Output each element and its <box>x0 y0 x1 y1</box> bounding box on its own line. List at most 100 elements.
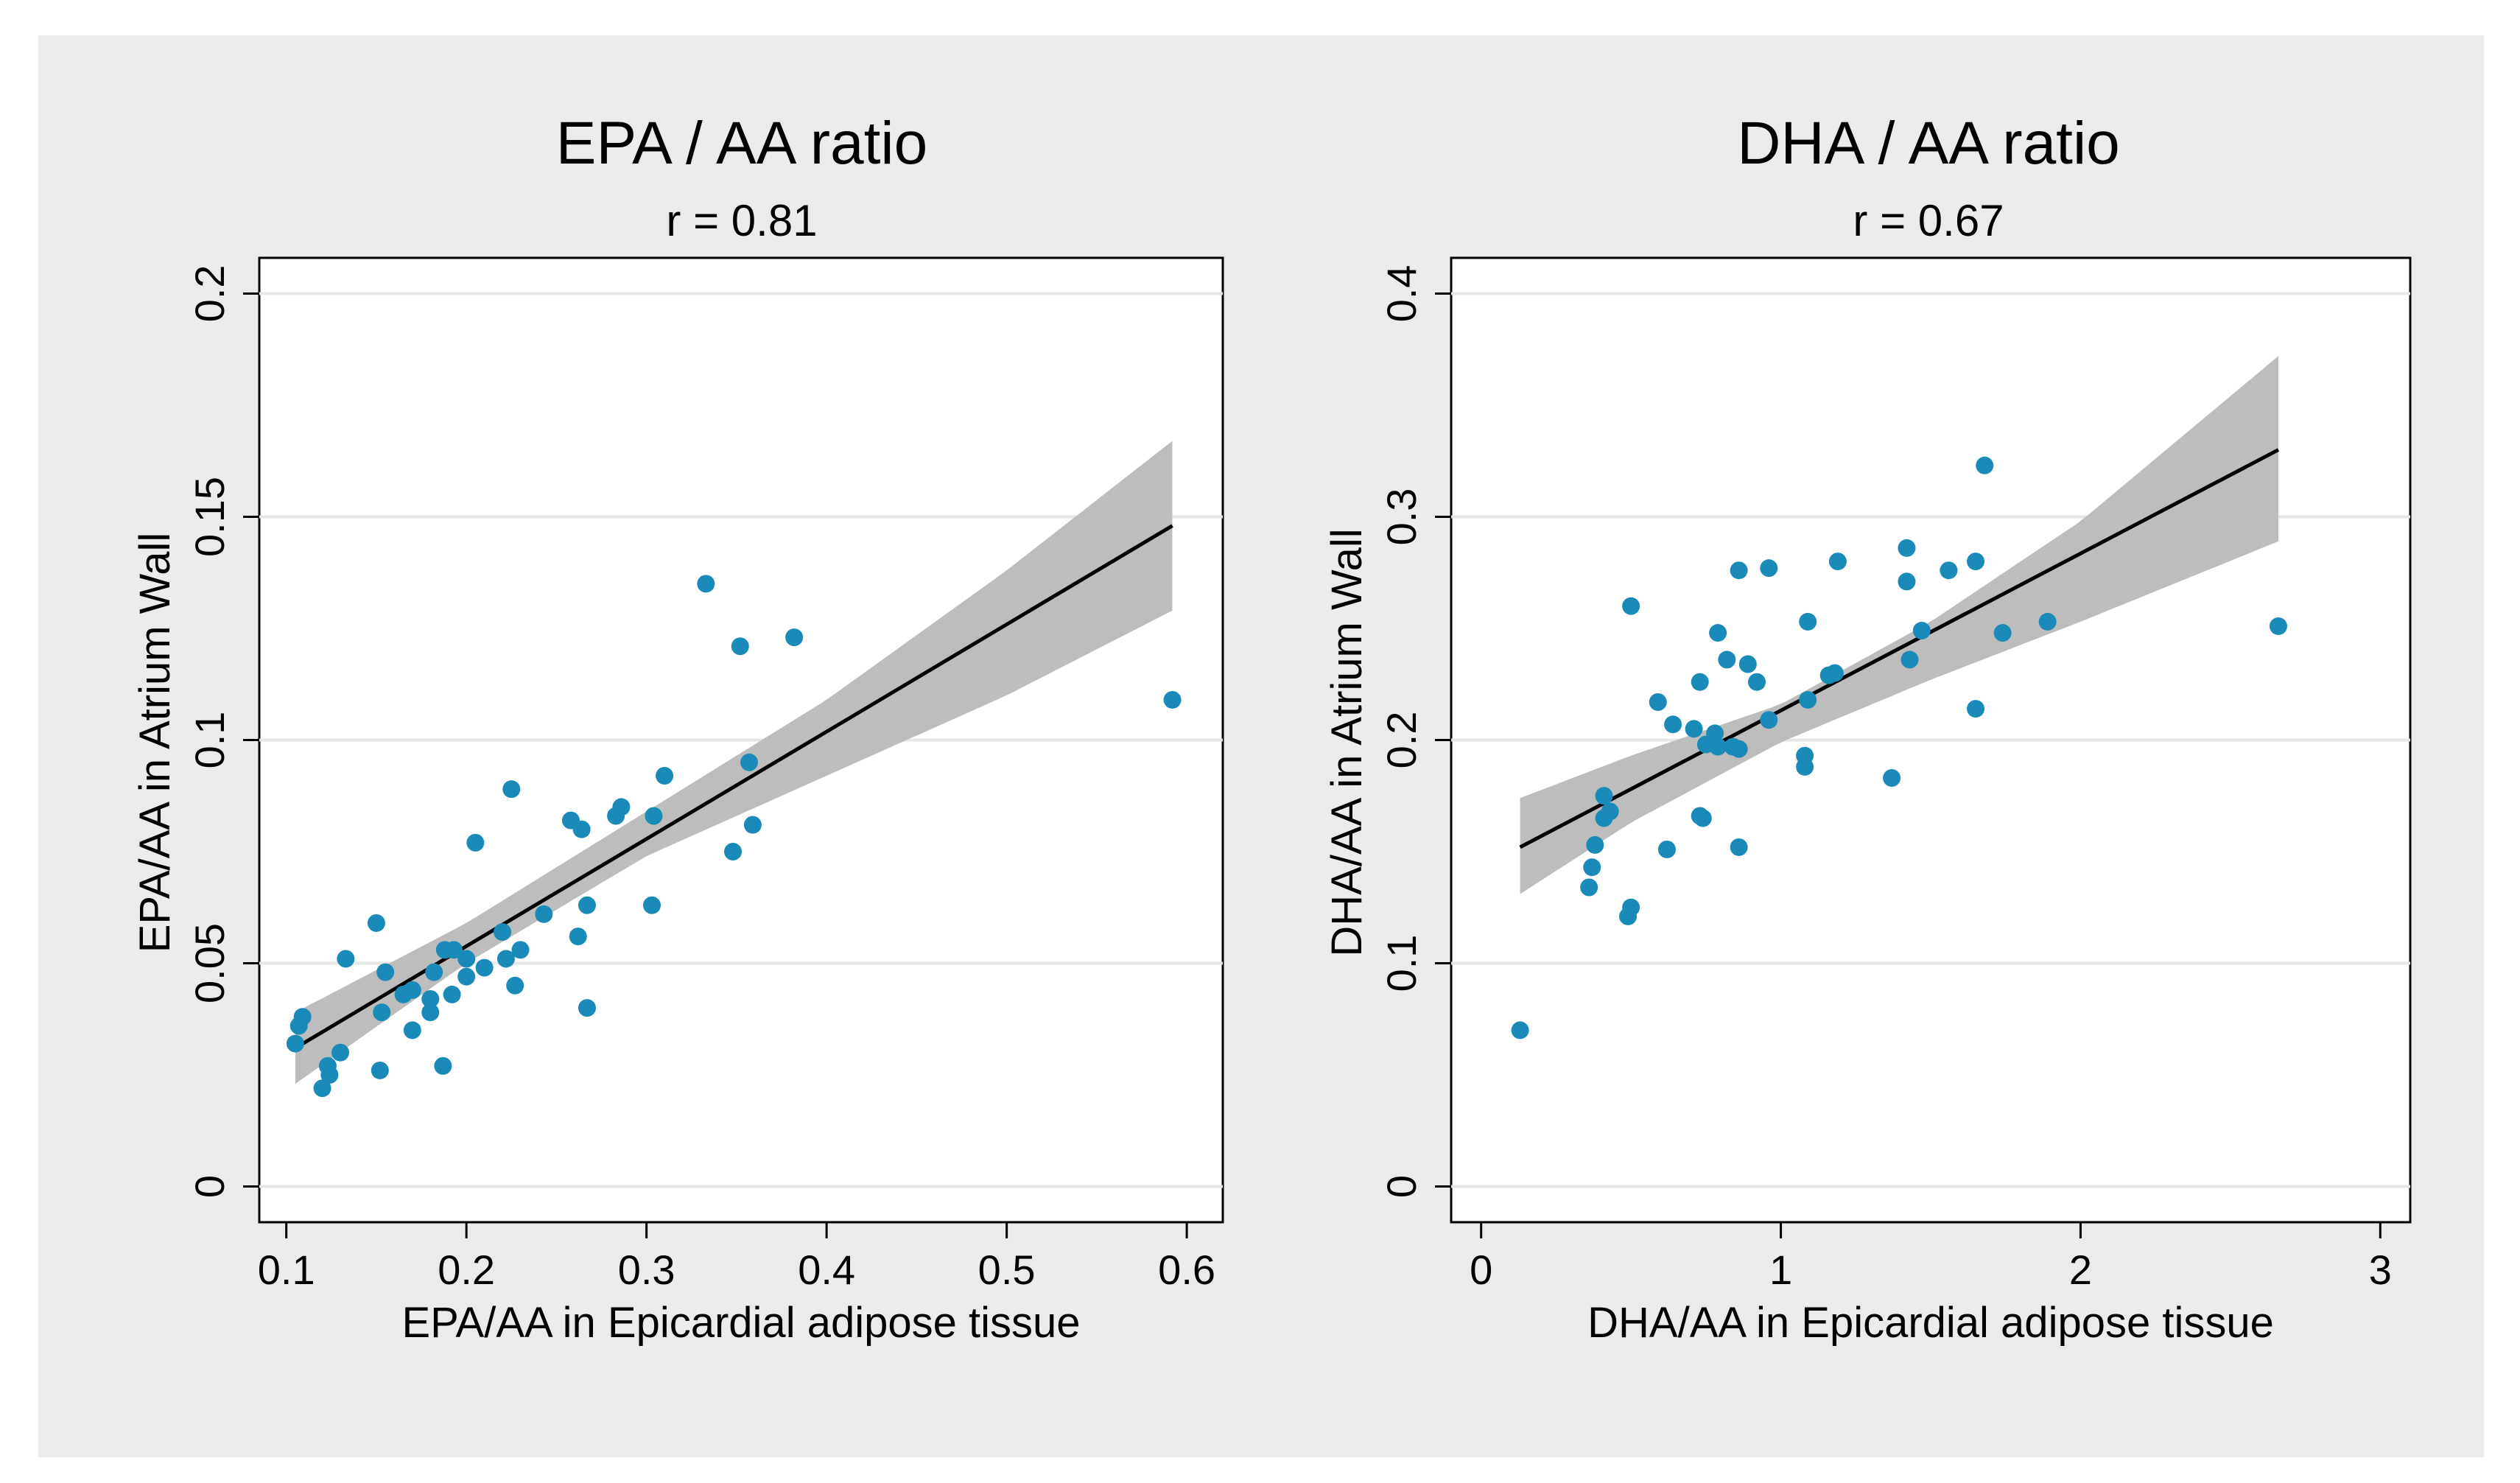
data-point <box>1709 737 1727 756</box>
data-point <box>785 628 804 647</box>
data-point <box>578 896 596 914</box>
y-tick-label: 0.2 <box>186 265 233 323</box>
chart-subtitle: r = 0.67 <box>1853 196 2004 245</box>
x-tick-label: 0.2 <box>438 1247 495 1293</box>
y-tick-marks <box>243 292 259 1188</box>
data-point <box>1586 835 1604 854</box>
data-point <box>1738 655 1757 673</box>
data-point <box>313 1079 331 1098</box>
y-tick-label: 0.2 <box>1378 712 1425 769</box>
data-point <box>569 928 587 946</box>
data-point <box>1940 561 1958 580</box>
data-point <box>578 999 596 1017</box>
data-point <box>1799 612 1817 631</box>
data-point <box>1912 622 1931 640</box>
data-point <box>1976 456 1994 474</box>
data-point <box>1730 740 1748 758</box>
data-point <box>496 950 515 968</box>
data-point <box>723 843 742 861</box>
data-point <box>494 923 512 942</box>
y-tick-label: 0.15 <box>186 477 233 557</box>
data-point <box>466 833 485 852</box>
data-point <box>572 820 591 838</box>
panel-dha: DHA / AA ratio r = 0.67 0 0.1 0.2 0.3 0.4 0 1… <box>1323 110 2412 1347</box>
data-point <box>475 958 494 977</box>
x-tick-labels: 0.1 0.2 0.3 0.4 0.5 0.6 <box>258 1247 1215 1293</box>
fit-line <box>1519 448 2280 849</box>
data-point <box>645 807 663 825</box>
data-point <box>1967 700 1985 718</box>
data-point <box>320 1066 339 1084</box>
y-tick-label: 0 <box>1378 1175 1425 1198</box>
data-point <box>1622 898 1640 916</box>
data-point <box>1799 690 1817 709</box>
x-tick-label: 0.1 <box>258 1247 315 1293</box>
data-point <box>1760 559 1778 578</box>
data-point <box>1163 690 1182 709</box>
y-tick-labels: 0 0.05 0.1 0.15 0.2 <box>186 265 233 1199</box>
x-tick-label: 3 <box>2369 1247 2392 1293</box>
data-point <box>445 941 463 959</box>
data-point <box>421 1003 440 1022</box>
x-tick-label: 0.4 <box>798 1247 855 1293</box>
data-point <box>1900 651 1919 669</box>
x-tick-label: 0.6 <box>1158 1247 1215 1293</box>
data-point <box>1898 572 1916 591</box>
chart-title: DHA / AA ratio <box>1737 110 2120 177</box>
chart-subtitle: r = 0.81 <box>666 196 817 245</box>
data-point <box>1691 673 1709 691</box>
data-point <box>1748 673 1766 691</box>
data-point <box>421 989 440 1008</box>
data-point <box>1649 693 1667 711</box>
data-point <box>331 1043 350 1062</box>
fit-line <box>294 524 1173 1050</box>
data-point <box>642 896 661 914</box>
confidence-band <box>295 441 1173 1084</box>
y-tick-label: 0 <box>186 1175 233 1198</box>
y-tick-labels: 0 0.1 0.2 0.3 0.4 <box>1378 265 1425 1199</box>
y-tick-label: 0.1 <box>186 712 233 769</box>
data-point <box>1898 539 1916 557</box>
data-point <box>1706 724 1724 743</box>
data-point <box>337 950 355 968</box>
data-point <box>1664 715 1682 734</box>
x-tick-label: 2 <box>2069 1247 2092 1293</box>
confidence-band <box>1520 356 2278 894</box>
data-point <box>1595 787 1613 805</box>
data-point <box>612 798 631 816</box>
y-tick-label: 0.4 <box>1378 265 1425 323</box>
data-point <box>434 1056 452 1075</box>
data-point <box>535 905 553 923</box>
y-tick-label: 0.3 <box>1378 488 1425 546</box>
x-axis-label: DHA/AA in Epicardial adipose tissue <box>1587 1299 2274 1347</box>
data-point <box>403 981 421 999</box>
panel-epa: EPA / AA ratio r = 0.81 00.050.10.150.2 … <box>131 110 1224 1347</box>
data-point <box>1583 858 1601 877</box>
data-point <box>293 1008 312 1026</box>
data-point <box>1694 809 1712 827</box>
data-point <box>1685 720 1703 738</box>
data-point <box>2038 612 2057 631</box>
data-point <box>506 976 524 995</box>
y-axis-label: DHA/AA in Atrium Wall <box>1323 528 1371 956</box>
data-point <box>697 575 715 593</box>
y-tick-label: 0.1 <box>1378 935 1425 992</box>
y-tick-label: 0.05 <box>186 923 233 1003</box>
data-point <box>1730 838 1748 856</box>
data-point <box>443 985 461 1003</box>
data-point <box>1622 597 1640 615</box>
data-point <box>1718 651 1736 669</box>
data-point <box>403 1021 421 1039</box>
data-point <box>1828 553 1847 571</box>
data-point <box>511 941 530 959</box>
data-point <box>1993 624 2012 642</box>
data-point <box>743 816 762 834</box>
data-point <box>373 1003 391 1022</box>
x-tick-label: 1 <box>1769 1247 1792 1293</box>
data-point <box>457 950 476 968</box>
data-point <box>367 914 385 932</box>
data-point <box>1511 1021 1529 1039</box>
x-tick-marks <box>1480 1222 2382 1238</box>
data-point <box>1580 878 1598 897</box>
